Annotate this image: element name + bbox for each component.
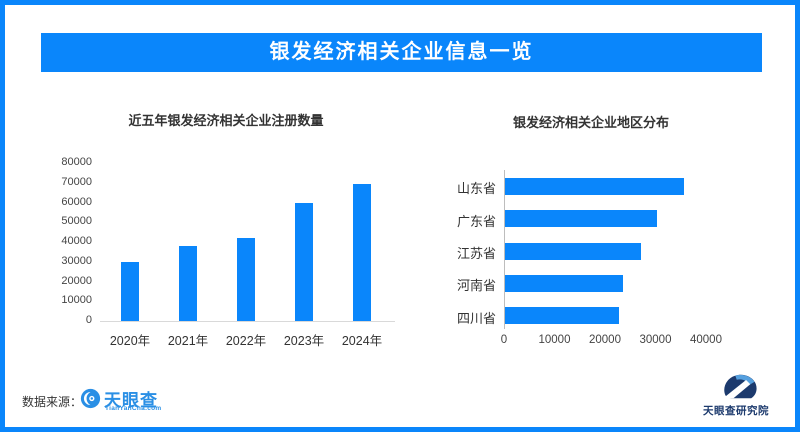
x-axis-tick-label: 40000 bbox=[690, 334, 722, 346]
x-axis-category-label: 2024年 bbox=[341, 334, 383, 348]
x-axis-category-label: 2021年 bbox=[167, 334, 209, 348]
y-axis-category-label: 山东省 bbox=[456, 181, 496, 196]
y-axis-line bbox=[504, 170, 505, 329]
research-institute-logo-icon bbox=[723, 374, 757, 399]
y-axis-tick-label: 50000 bbox=[61, 215, 92, 228]
x-axis-tick-label: 20000 bbox=[589, 334, 621, 346]
y-axis-category-label: 江苏省 bbox=[456, 246, 496, 261]
header-banner: 银发经济相关企业信息一览 bbox=[41, 33, 762, 72]
registrations-chart-title: 近五年银发经济相关企业注册数量 bbox=[128, 113, 324, 128]
y-axis-category-label: 河南省 bbox=[456, 278, 496, 293]
bar-广东省 bbox=[505, 210, 657, 227]
bar-江苏省 bbox=[505, 242, 641, 260]
y-axis-tick-label: 10000 bbox=[61, 294, 92, 307]
x-axis-tick-label: 10000 bbox=[538, 334, 571, 346]
bar-2023年 bbox=[295, 203, 313, 321]
y-axis-tick-label: 0 bbox=[85, 314, 92, 326]
tianyancha-logo-domain: TianYanCha.com bbox=[105, 405, 162, 412]
tianyancha-logo-text: 天眼查 bbox=[104, 391, 158, 410]
x-axis-line bbox=[100, 321, 395, 322]
x-axis-category-label: 2023年 bbox=[283, 334, 325, 348]
x-axis-tick-label: 30000 bbox=[639, 334, 672, 346]
y-axis-tick-label: 30000 bbox=[61, 254, 92, 267]
bar-2022年 bbox=[237, 237, 255, 321]
bar-2024年 bbox=[353, 183, 371, 321]
tianyancha-eye-icon bbox=[80, 388, 101, 409]
x-axis-category-label: 2020年 bbox=[109, 334, 151, 348]
y-axis-category-label: 四川省 bbox=[456, 310, 496, 326]
y-axis-tick-label: 40000 bbox=[61, 235, 92, 247]
registrations-bar-chart: 近五年银发经济相关企业注册数量 0 10000 20000 30000 40000 500… bbox=[45, 100, 415, 358]
data-source-label: 数据来源： bbox=[22, 395, 83, 409]
x-axis-category-label: 2022年 bbox=[225, 334, 267, 348]
y-axis-category-label: 广东省 bbox=[456, 213, 496, 229]
research-institute-logo-text: 天眼查研究院 bbox=[703, 405, 769, 417]
region-chart-title: 银发经济相关企业地区分布 bbox=[512, 115, 669, 130]
page-title: 银发经济相关企业信息一览 bbox=[269, 41, 534, 63]
x-axis-tick-label: 0 bbox=[500, 334, 508, 346]
region-distribution-bar-chart: 银发经济相关企业地区分布 山东省广东省江苏省河南省四川省 0 10000 20000 3… bbox=[430, 100, 785, 358]
bar-2020年 bbox=[121, 262, 139, 321]
bar-山东省 bbox=[505, 177, 684, 195]
bar-河南省 bbox=[505, 274, 624, 292]
y-axis-tick-label: 70000 bbox=[61, 175, 92, 188]
bar-2021年 bbox=[179, 245, 197, 321]
bar-四川省 bbox=[505, 307, 619, 324]
y-axis-tick-label: 80000 bbox=[61, 156, 92, 168]
y-axis-tick-label: 60000 bbox=[61, 195, 92, 208]
y-axis-tick-label: 20000 bbox=[61, 274, 92, 287]
